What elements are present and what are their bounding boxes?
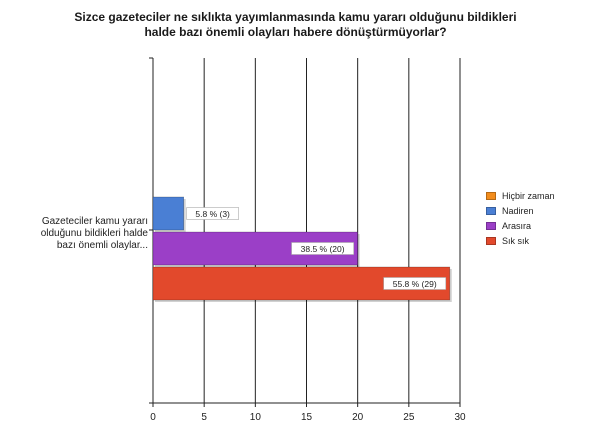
legend-swatch	[486, 221, 496, 230]
legend-label: Sık sık	[502, 235, 530, 246]
legend-label: Arasıra	[502, 220, 532, 231]
legend-label: Nadiren	[502, 205, 534, 216]
chart-title: Sizce gazeteciler ne sıklıkta yayımlanma…	[0, 10, 591, 40]
category-label: bazı önemli olaylar...	[57, 240, 148, 251]
data-label-box	[383, 277, 447, 290]
legend-swatch	[486, 191, 496, 200]
data-label: 5.8 % (3)	[195, 209, 230, 219]
x-tick-label: 30	[454, 412, 466, 423]
legend-label: Hiçbir zaman	[502, 190, 555, 201]
data-label-box	[291, 242, 354, 255]
category-label: Gazeteciler kamu yararı	[42, 216, 148, 227]
data-label: 55.8 % (29)	[393, 279, 437, 289]
legend: Hiçbir zaman Nadiren Arasıra Sık sık	[486, 188, 555, 248]
chart-title-line-1: Sizce gazeteciler ne sıklıkta yayımlanma…	[74, 10, 517, 24]
x-tick-label: 5	[201, 412, 207, 423]
legend-item: Sık sık	[486, 233, 555, 248]
legend-item: Arasıra	[486, 218, 555, 233]
x-tick-label: 25	[403, 412, 415, 423]
x-tick-label: 0	[150, 412, 156, 423]
x-tick-label: 10	[250, 412, 262, 423]
chart-title-line-2: halde bazı önemli olayları habere dönüşt…	[144, 25, 447, 39]
legend-swatch	[486, 206, 496, 215]
data-label: 38.5 % (20)	[301, 244, 345, 254]
category-label: olduğunu bildikleri halde	[41, 228, 149, 239]
x-tick-label: 15	[301, 412, 313, 423]
data-label-box	[186, 207, 239, 220]
legend-swatch	[486, 236, 496, 245]
x-tick-label: 20	[352, 412, 364, 423]
legend-item: Nadiren	[486, 203, 555, 218]
legend-item: Hiçbir zaman	[486, 188, 555, 203]
bar	[152, 196, 185, 231]
